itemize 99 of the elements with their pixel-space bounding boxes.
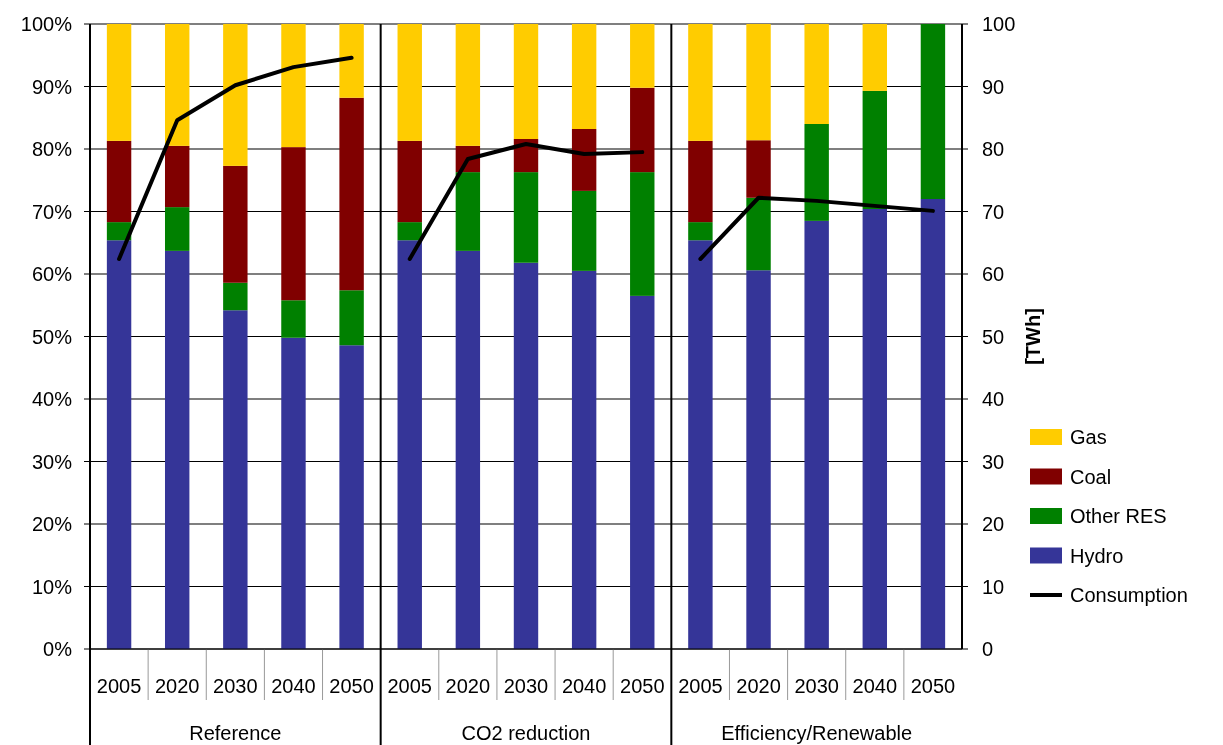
bar (397, 140, 422, 223)
bar (339, 24, 364, 98)
x-tick-label: 2005 (678, 675, 723, 697)
x-tick-label: 2030 (503, 675, 549, 697)
bar (281, 147, 306, 301)
bar (571, 190, 597, 271)
y2-tick-label: 10 (982, 575, 1005, 598)
bar (630, 24, 655, 88)
bar (223, 310, 248, 649)
bar (571, 270, 597, 649)
x-tick-label: 2040 (271, 675, 316, 697)
x-tick-label: 2040 (852, 675, 898, 697)
y-tick-label: 20% (31, 513, 73, 535)
bar (862, 209, 888, 649)
bar (455, 250, 481, 649)
bar (630, 87, 655, 173)
y-tick-label: 90% (31, 75, 73, 98)
legend-label: Other RES (1070, 505, 1167, 527)
bar (630, 295, 655, 649)
legend-label: Gas (1070, 426, 1107, 448)
bar (862, 90, 888, 209)
x-tick-label: 2020 (736, 675, 781, 697)
x-tick-label: 2040 (561, 675, 607, 697)
bar (746, 140, 771, 198)
bar (862, 24, 888, 91)
bar (630, 172, 655, 296)
y-tick-label: 60% (31, 263, 73, 285)
text: Reference (189, 722, 282, 744)
bar (164, 24, 190, 146)
bar (920, 24, 946, 199)
y2-tick-label: 100 (982, 13, 1016, 35)
legend-label: Consumption (1070, 584, 1188, 606)
y2-tick-label: 0 (982, 638, 994, 660)
y2-tick-label: 60 (982, 263, 1005, 285)
text: CO2 reduction (461, 722, 591, 744)
legend-label: Hydro (1070, 544, 1124, 567)
x-tick-label: 2030 (794, 675, 839, 697)
bar (339, 97, 364, 291)
bar (281, 337, 306, 649)
bar (223, 165, 248, 283)
y-tick-label: 10% (31, 575, 73, 598)
bar (339, 290, 364, 346)
bar (164, 207, 190, 251)
bar (804, 220, 829, 649)
text: Efficiency/Renewable (721, 722, 913, 744)
bar (804, 24, 829, 124)
bar (571, 24, 597, 129)
bar (513, 24, 539, 139)
y2-tick-label: 80 (982, 138, 1005, 160)
bar (688, 222, 713, 241)
y2-axis-title: [TWh] (1022, 308, 1044, 365)
y2-tick-label: 40 (982, 388, 1005, 410)
x-tick-label: 2005 (387, 675, 432, 697)
x-tick-label: 2005 (96, 675, 142, 697)
bar (455, 24, 481, 146)
bar (397, 222, 422, 241)
y2-tick-label: 30 (982, 450, 1005, 473)
bar (223, 282, 248, 311)
bar (746, 270, 771, 649)
bar (281, 24, 306, 148)
y2-tick-label: 70 (982, 200, 1005, 223)
y-tick-label: 100% (20, 13, 73, 35)
y-tick-label: 0% (43, 638, 73, 660)
bar (164, 145, 190, 208)
bar (106, 240, 132, 649)
bar (688, 24, 713, 141)
y-tick-label: 50% (31, 325, 73, 348)
bar (804, 124, 829, 221)
bar (688, 240, 713, 649)
x-tick-label: 2030 (213, 675, 258, 697)
x-tick-label: 2020 (154, 675, 200, 697)
x-tick-label: 2050 (910, 675, 956, 697)
bar (920, 199, 946, 649)
bar (339, 345, 364, 649)
bar (688, 140, 713, 223)
bar (397, 24, 422, 141)
bar (513, 262, 539, 649)
y-tick-label: 80% (31, 138, 73, 160)
y2-tick-label: 20 (982, 513, 1005, 535)
bar (571, 129, 597, 191)
y-tick-label: 30% (31, 450, 73, 473)
bar (164, 250, 190, 649)
x-tick-label: 2050 (620, 675, 665, 697)
bar (106, 24, 132, 141)
bar (106, 140, 132, 223)
bar (746, 24, 771, 141)
bar (513, 172, 539, 263)
x-tick-label: 2050 (329, 675, 374, 697)
x-tick-label: 2020 (445, 675, 491, 697)
bar (223, 24, 248, 166)
bar (397, 240, 422, 649)
bar (455, 172, 481, 251)
y2-tick-label: 90 (982, 75, 1005, 98)
bar (281, 300, 306, 338)
y-tick-label: 70% (31, 200, 73, 223)
bar (746, 197, 771, 271)
y-tick-label: 40% (31, 388, 73, 410)
legend-label: Coal (1070, 465, 1112, 488)
y2-tick-label: 50 (982, 325, 1005, 348)
